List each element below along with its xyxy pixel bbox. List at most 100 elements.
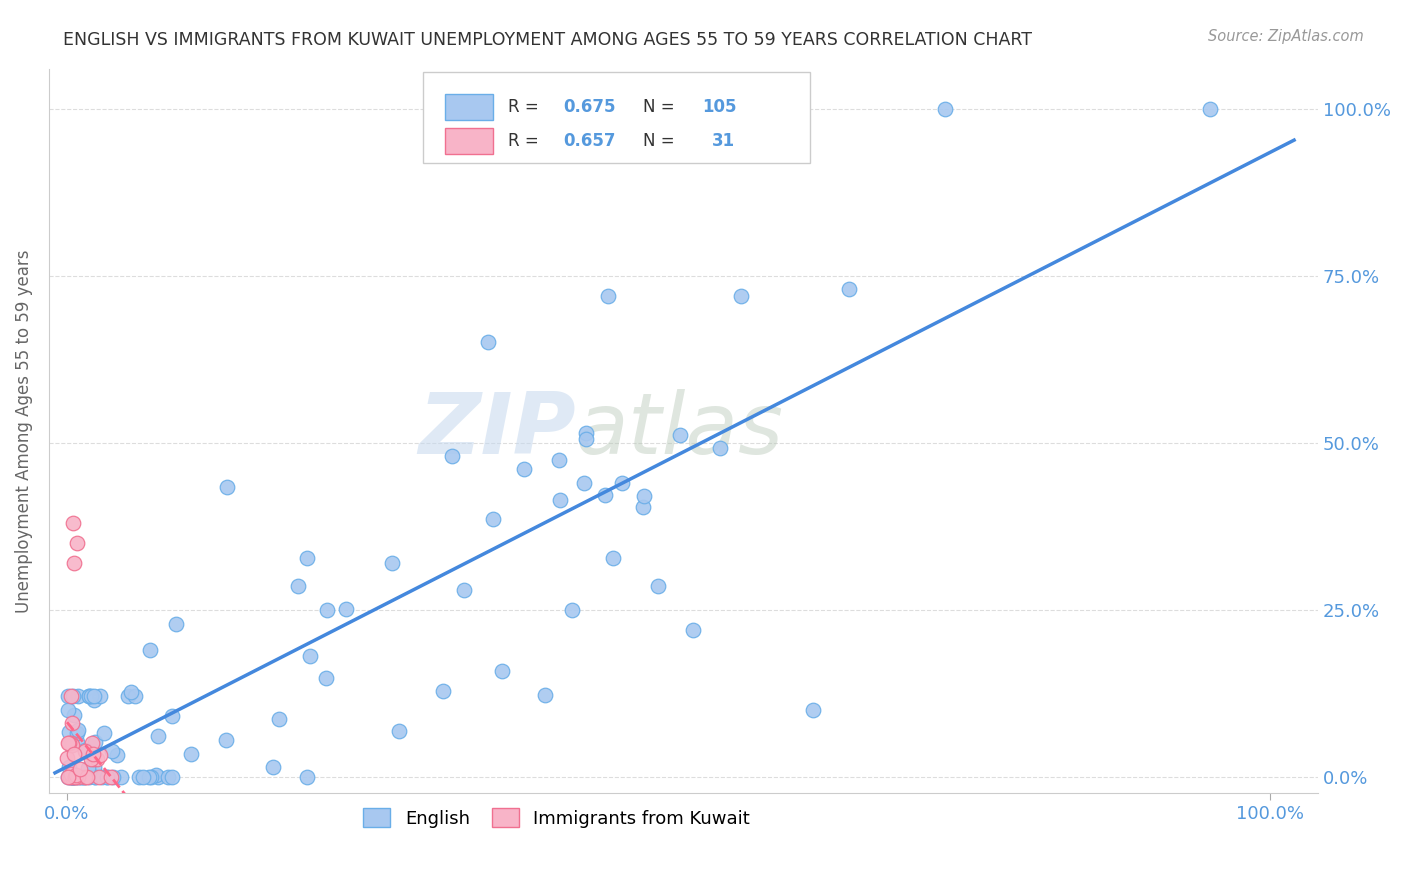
- Point: [117, 690, 139, 704]
- Point: [160, 770, 183, 784]
- Point: [62, 770, 84, 784]
- Point: [215, 732, 238, 747]
- Point: [83, 735, 105, 749]
- Point: [59, 690, 82, 704]
- Point: [730, 288, 752, 302]
- Point: [58, 760, 80, 774]
- Point: [75, 770, 97, 784]
- Point: [1199, 102, 1222, 116]
- Point: [69, 763, 91, 777]
- Point: [59, 770, 82, 784]
- Text: 0.675: 0.675: [562, 98, 616, 116]
- Point: [287, 579, 309, 593]
- Point: [838, 282, 860, 296]
- Point: [141, 770, 163, 784]
- Point: [65, 770, 87, 784]
- Point: [148, 729, 170, 743]
- Point: [87, 770, 110, 784]
- Point: [56, 750, 79, 764]
- Point: [83, 752, 105, 766]
- Point: [63, 747, 86, 761]
- Point: [934, 102, 956, 116]
- Point: [73, 770, 96, 784]
- Point: [62, 770, 84, 784]
- Point: [138, 770, 160, 784]
- Point: [63, 708, 86, 723]
- Point: [598, 288, 620, 302]
- Text: R =: R =: [509, 98, 544, 116]
- Point: [101, 743, 124, 757]
- Point: [100, 770, 122, 784]
- Point: [58, 736, 80, 750]
- Point: [59, 770, 82, 784]
- Point: [548, 453, 571, 467]
- Point: [262, 760, 284, 774]
- Point: [75, 744, 97, 758]
- Point: [105, 747, 128, 762]
- Point: [58, 770, 80, 784]
- Point: [62, 770, 84, 784]
- Text: ZIP: ZIP: [418, 390, 575, 473]
- Point: [124, 690, 146, 704]
- Point: [59, 767, 82, 781]
- Point: [103, 770, 125, 784]
- Point: [96, 770, 118, 784]
- Point: [89, 747, 111, 762]
- Point: [65, 767, 87, 781]
- Point: [432, 684, 454, 698]
- Point: [60, 770, 83, 784]
- Point: [139, 643, 162, 657]
- Point: [145, 768, 167, 782]
- Point: [77, 690, 100, 704]
- Text: ENGLISH VS IMMIGRANTS FROM KUWAIT UNEMPLOYMENT AMONG AGES 55 TO 59 YEARS CORRELA: ENGLISH VS IMMIGRANTS FROM KUWAIT UNEMPL…: [63, 31, 1032, 49]
- Point: [316, 603, 339, 617]
- Point: [513, 462, 536, 476]
- Point: [477, 335, 499, 350]
- Point: [335, 602, 357, 616]
- Point: [69, 770, 91, 784]
- Point: [647, 579, 669, 593]
- Point: [67, 770, 90, 784]
- Point: [60, 770, 83, 784]
- Legend: English, Immigrants from Kuwait: English, Immigrants from Kuwait: [356, 801, 756, 835]
- Point: [299, 649, 322, 664]
- Point: [548, 492, 571, 507]
- Text: 105: 105: [703, 98, 737, 116]
- Point: [381, 556, 404, 570]
- FancyBboxPatch shape: [444, 94, 494, 120]
- Point: [561, 602, 583, 616]
- Point: [575, 426, 598, 441]
- Point: [709, 441, 731, 455]
- Point: [295, 550, 318, 565]
- Text: 0.657: 0.657: [562, 132, 616, 150]
- Point: [56, 690, 79, 704]
- Point: [58, 770, 80, 784]
- Point: [76, 770, 98, 784]
- Point: [217, 480, 239, 494]
- Point: [165, 616, 187, 631]
- Point: [84, 770, 107, 784]
- FancyBboxPatch shape: [423, 72, 810, 162]
- Point: [66, 726, 89, 740]
- Point: [75, 743, 97, 757]
- Point: [58, 725, 80, 739]
- Text: N =: N =: [643, 132, 681, 150]
- Point: [60, 770, 83, 784]
- Point: [146, 770, 169, 784]
- Point: [59, 739, 82, 753]
- Point: [180, 747, 202, 761]
- Point: [80, 690, 103, 704]
- Point: [62, 516, 84, 530]
- Point: [610, 475, 633, 490]
- Text: 31: 31: [711, 132, 734, 150]
- Point: [66, 536, 89, 550]
- Point: [80, 752, 103, 766]
- Point: [491, 664, 513, 678]
- Point: [62, 770, 84, 784]
- Point: [801, 703, 824, 717]
- Point: [295, 770, 318, 784]
- Point: [453, 582, 475, 597]
- Text: Source: ZipAtlas.com: Source: ZipAtlas.com: [1208, 29, 1364, 44]
- Point: [682, 623, 704, 637]
- Point: [82, 736, 104, 750]
